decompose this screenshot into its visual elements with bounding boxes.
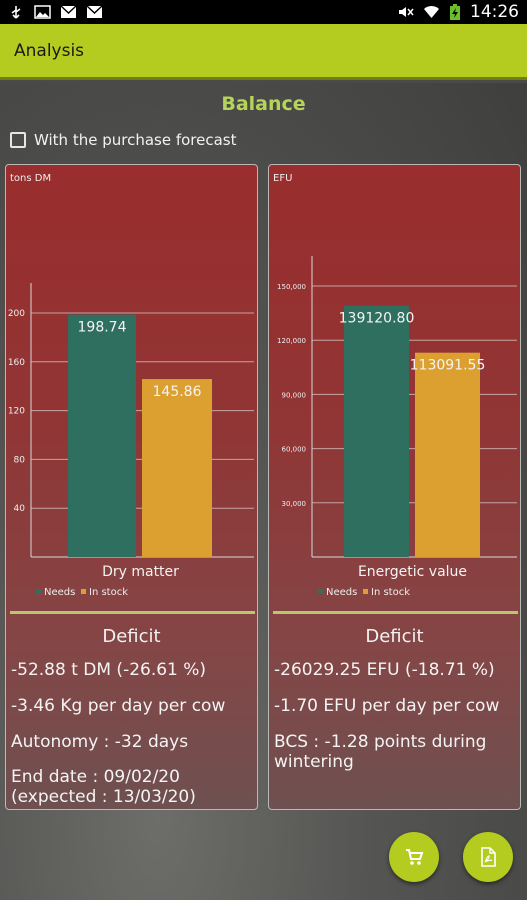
deficit-title: Deficit — [365, 626, 424, 647]
in-stock-value-label: 113091.55 — [410, 358, 486, 374]
needs-bar — [68, 314, 136, 557]
dry-matter-chart: 40 80 120 160 200 198.74 145.86 Dry matter Needs… — [8, 283, 254, 598]
y-tick-label: 60,000 — [282, 446, 307, 454]
export-pdf-button[interactable] — [463, 832, 513, 882]
mail-icon — [60, 5, 77, 18]
status-bar-left — [8, 5, 103, 19]
in-stock-value-label: 145.86 — [153, 384, 202, 400]
energetic-chart: 30,000 60,000 90,000 120,000 150,000 139120.8… — [277, 256, 517, 598]
battery-charging-icon — [450, 4, 460, 20]
mute-icon — [399, 7, 414, 17]
divider — [10, 611, 255, 614]
legend-swatch-needs — [318, 589, 323, 594]
deficit-title: Deficit — [102, 626, 161, 647]
wifi-icon — [424, 6, 439, 18]
legend-swatch-in-stock — [363, 589, 368, 594]
app-bar: Analysis — [0, 24, 527, 80]
y-tick-label: 120,000 — [277, 337, 306, 345]
needs-value-label: 198.74 — [78, 320, 127, 336]
legend-label-in-stock: In stock — [89, 587, 128, 598]
category-label: Energetic value — [358, 564, 467, 580]
page-title: Balance — [221, 93, 306, 115]
in-stock-bar — [415, 352, 480, 557]
deficit-efu-stat: -26029.25 EFU (-18.71 %) — [274, 660, 495, 680]
energetic-panel: EFU 30,000 60,000 90,000 120,000 150,000 1391… — [268, 164, 521, 810]
clock: 14:26 — [470, 2, 519, 22]
image-icon — [34, 5, 51, 19]
purchase-button[interactable] — [389, 832, 439, 882]
needs-bar — [344, 305, 409, 557]
y-tick-label: 90,000 — [282, 391, 307, 399]
legend-label-needs: Needs — [44, 587, 75, 598]
y-tick-label: 30,000 — [282, 500, 307, 508]
y-tick-label: 120 — [8, 407, 25, 417]
purchase-forecast-checkbox-row[interactable]: With the purchase forecast — [10, 131, 237, 149]
bcs-stat: BCS : -1.28 points during wintering — [274, 732, 487, 772]
legend-label-in-stock: In stock — [371, 587, 410, 598]
status-bar: 14:26 — [0, 0, 527, 24]
cart-icon — [406, 849, 424, 865]
y-tick-label: 200 — [8, 309, 25, 319]
per-cow-stat: -1.70 EFU per day per cow — [274, 696, 500, 716]
y-tick-label: 160 — [8, 358, 25, 368]
mail-icon — [86, 5, 103, 18]
divider — [273, 611, 518, 614]
dry-matter-panel: tons DM 40 80 120 160 200 198.74 145.86 Dry mat… — [5, 164, 258, 810]
y-axis-unit-label: tons DM — [10, 173, 52, 184]
y-tick-label: 40 — [14, 504, 26, 514]
main-content: Balance With the purchase forecast tons … — [0, 83, 527, 900]
status-bar-right: 14:26 — [397, 2, 519, 22]
end-date-stat: End date : 09/02/20 (expected : 13/03/20… — [11, 767, 196, 807]
pdf-icon — [481, 847, 496, 867]
category-label: Dry matter — [102, 564, 179, 580]
deficit-tons-stat: -52.88 t DM (-26.61 %) — [11, 660, 207, 680]
needs-value-label: 139120.80 — [339, 311, 415, 327]
app-title: Analysis — [14, 40, 85, 61]
legend-label-needs: Needs — [326, 587, 357, 598]
y-tick-label: 150,000 — [277, 283, 306, 291]
purchase-forecast-label: With the purchase forecast — [34, 131, 237, 149]
autonomy-stat: Autonomy : -32 days — [11, 732, 189, 752]
per-cow-stat: -3.46 Kg per day per cow — [11, 696, 226, 716]
y-tick-label: 80 — [14, 455, 26, 465]
legend-swatch-needs — [36, 589, 41, 594]
purchase-forecast-checkbox[interactable] — [10, 132, 26, 148]
usb-icon — [11, 6, 21, 19]
y-axis-unit-label: EFU — [273, 173, 293, 184]
legend-swatch-in-stock — [81, 589, 86, 594]
in-stock-bar — [142, 379, 212, 557]
